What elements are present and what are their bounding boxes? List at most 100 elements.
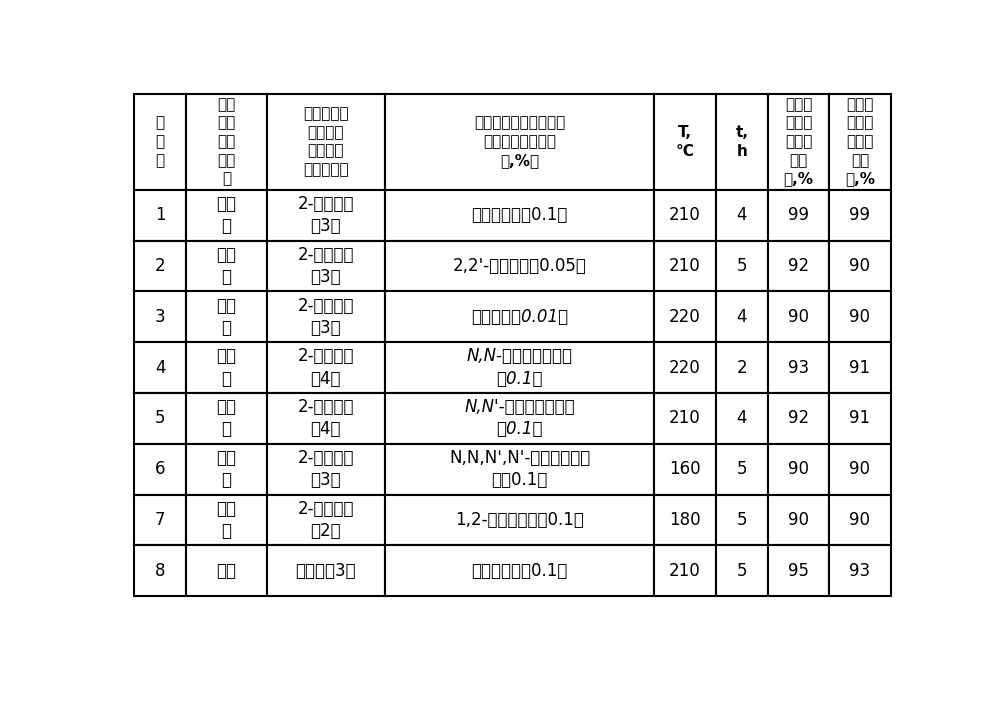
- Bar: [768, 494, 829, 545]
- Text: 2-丙基庚醇
（4）: 2-丙基庚醇 （4）: [298, 398, 354, 439]
- Bar: [385, 444, 654, 494]
- Text: 90: 90: [788, 511, 809, 529]
- Bar: [768, 545, 829, 596]
- Text: 邻苯
二甲
酸低
碳醇
酯: 邻苯 二甲 酸低 碳醇 酯: [217, 97, 236, 186]
- Bar: [829, 494, 891, 545]
- Bar: [654, 94, 716, 190]
- Bar: [716, 545, 768, 596]
- Bar: [768, 241, 829, 291]
- Bar: [385, 393, 654, 444]
- Bar: [186, 241, 267, 291]
- Text: 催化剂（与邻苯二甲酸
低碳醇酯质量百分
比,%）: 催化剂（与邻苯二甲酸 低碳醇酯质量百分 比,%）: [474, 115, 565, 167]
- Bar: [134, 494, 186, 545]
- Text: 90: 90: [849, 460, 870, 478]
- Bar: [267, 494, 385, 545]
- Bar: [716, 94, 768, 190]
- Bar: [829, 393, 891, 444]
- Bar: [267, 291, 385, 342]
- Bar: [186, 545, 267, 596]
- Bar: [716, 393, 768, 444]
- Text: 二甲
酯: 二甲 酯: [216, 347, 236, 388]
- Text: 4: 4: [737, 410, 747, 427]
- Bar: [654, 545, 716, 596]
- Text: 异壬醇（3）: 异壬醇（3）: [295, 562, 356, 580]
- Text: 7: 7: [155, 511, 166, 529]
- Bar: [267, 444, 385, 494]
- Text: 5: 5: [737, 511, 747, 529]
- Bar: [829, 545, 891, 596]
- Text: 91: 91: [849, 410, 871, 427]
- Bar: [186, 94, 267, 190]
- Text: 乙二胺钛（0.01）: 乙二胺钛（0.01）: [471, 307, 568, 326]
- Bar: [716, 342, 768, 393]
- Text: 二甲
酯: 二甲 酯: [216, 449, 236, 489]
- Text: 二甲
酯: 二甲 酯: [216, 195, 236, 235]
- Text: 8: 8: [155, 562, 166, 580]
- Text: 210: 210: [669, 257, 701, 275]
- Bar: [654, 444, 716, 494]
- Text: 4: 4: [155, 359, 166, 376]
- Bar: [768, 291, 829, 342]
- Bar: [186, 494, 267, 545]
- Text: 2: 2: [736, 359, 747, 376]
- Text: 2-丙基庚醇
（3）: 2-丙基庚醇 （3）: [298, 246, 354, 286]
- Bar: [768, 342, 829, 393]
- Text: N,N-二甲基乙二胺钛
（0.1）: N,N-二甲基乙二胺钛 （0.1）: [467, 347, 573, 388]
- Bar: [134, 342, 186, 393]
- Bar: [829, 241, 891, 291]
- Text: 220: 220: [669, 307, 701, 326]
- Bar: [654, 342, 716, 393]
- Text: 2-丙基庚醇
（4）: 2-丙基庚醇 （4）: [298, 347, 354, 388]
- Text: 2: 2: [155, 257, 166, 275]
- Bar: [829, 291, 891, 342]
- Text: 99: 99: [788, 206, 809, 224]
- Text: 90: 90: [849, 257, 870, 275]
- Bar: [385, 94, 654, 190]
- Text: 1,2-环己二胺钛（0.1）: 1,2-环己二胺钛（0.1）: [455, 511, 584, 529]
- Text: 99: 99: [849, 206, 870, 224]
- Bar: [267, 94, 385, 190]
- Bar: [267, 241, 385, 291]
- Text: N,N,N',N'-四甲基乙二胺
钛（0.1）: N,N,N',N'-四甲基乙二胺 钛（0.1）: [449, 449, 590, 489]
- Text: 5: 5: [737, 460, 747, 478]
- Bar: [716, 241, 768, 291]
- Text: 93: 93: [788, 359, 809, 376]
- Bar: [654, 494, 716, 545]
- Text: T,
°C: T, °C: [676, 125, 694, 159]
- Bar: [385, 342, 654, 393]
- Bar: [654, 241, 716, 291]
- Text: 160: 160: [669, 460, 701, 478]
- Bar: [134, 291, 186, 342]
- Bar: [716, 190, 768, 241]
- Bar: [829, 94, 891, 190]
- Bar: [654, 190, 716, 241]
- Bar: [267, 342, 385, 393]
- Bar: [134, 94, 186, 190]
- Bar: [267, 545, 385, 596]
- Text: t,
h: t, h: [735, 125, 748, 159]
- Bar: [716, 494, 768, 545]
- Bar: [654, 291, 716, 342]
- Text: 邻苯二
甲酸高
碳醇酯
选择
性,%: 邻苯二 甲酸高 碳醇酯 选择 性,%: [845, 97, 875, 186]
- Text: 2-丙基庚醇
（2）: 2-丙基庚醇 （2）: [298, 500, 354, 540]
- Text: 5: 5: [155, 410, 166, 427]
- Text: 90: 90: [788, 307, 809, 326]
- Bar: [267, 190, 385, 241]
- Bar: [134, 190, 186, 241]
- Text: 92: 92: [788, 257, 809, 275]
- Bar: [186, 190, 267, 241]
- Text: 210: 210: [669, 562, 701, 580]
- Text: 90: 90: [849, 511, 870, 529]
- Bar: [186, 393, 267, 444]
- Text: 180: 180: [669, 511, 701, 529]
- Bar: [829, 444, 891, 494]
- Bar: [768, 190, 829, 241]
- Text: 高碳醇（与
邻苯二甲
酸低碳醇
酯摩尔比）: 高碳醇（与 邻苯二甲 酸低碳醇 酯摩尔比）: [303, 107, 349, 177]
- Text: 二甲
酯: 二甲 酯: [216, 398, 236, 439]
- Bar: [768, 94, 829, 190]
- Bar: [385, 241, 654, 291]
- Text: 2,2'-联吡啶钛（0.05）: 2,2'-联吡啶钛（0.05）: [453, 257, 587, 275]
- Text: 2-丙基庚醇
（3）: 2-丙基庚醇 （3）: [298, 297, 354, 337]
- Bar: [768, 393, 829, 444]
- Text: 3: 3: [155, 307, 166, 326]
